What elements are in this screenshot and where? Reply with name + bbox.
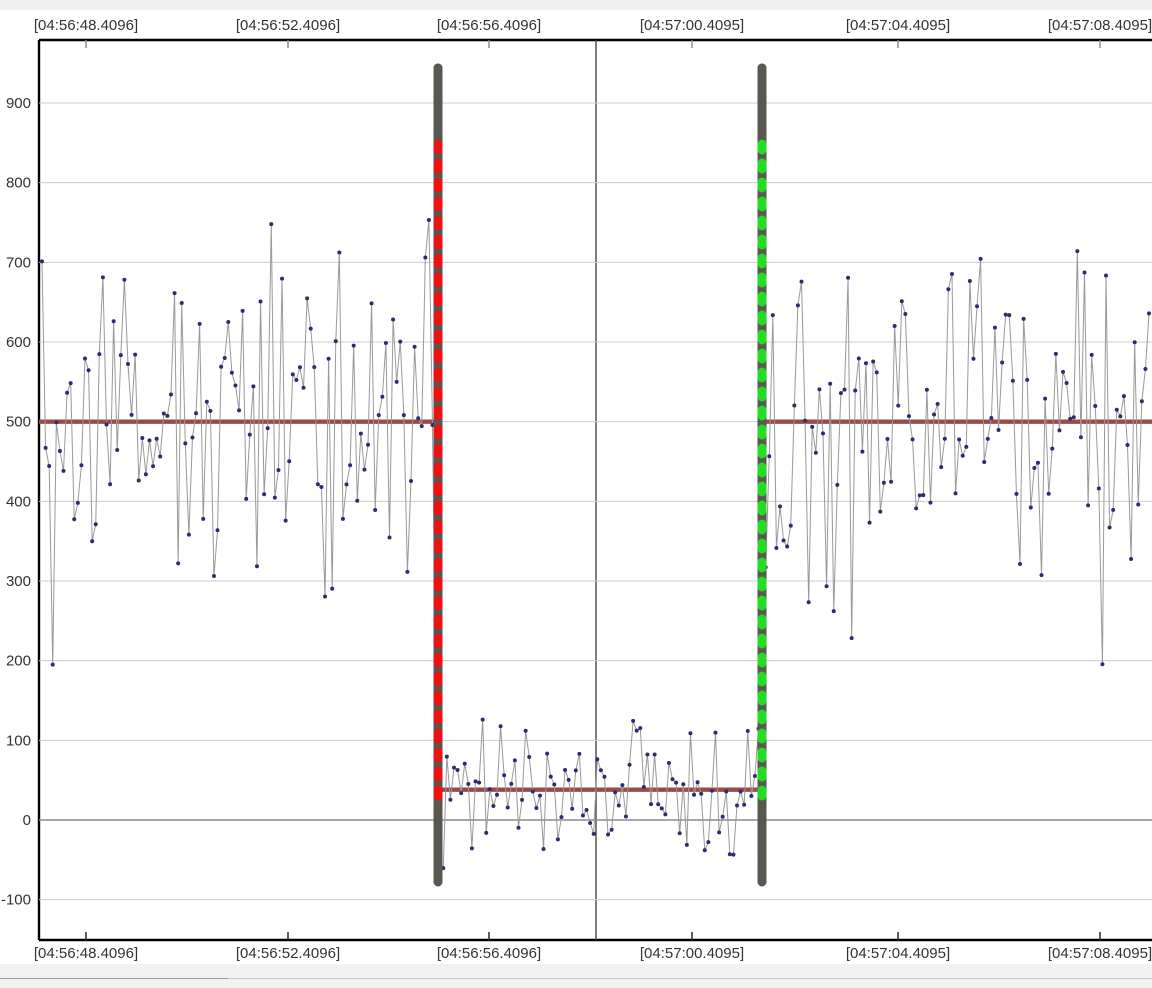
svg-text:[04:56:56.4096]: [04:56:56.4096]	[437, 17, 541, 34]
svg-text:[04:57:00.4095]: [04:57:00.4095]	[640, 17, 744, 34]
svg-text:[04:57:04.4095]: [04:57:04.4095]	[846, 945, 950, 962]
svg-text:[04:56:52.4096]: [04:56:52.4096]	[236, 945, 340, 962]
svg-text:400: 400	[6, 493, 31, 510]
svg-text:700: 700	[6, 254, 31, 271]
svg-text:200: 200	[6, 653, 31, 670]
svg-text:100: 100	[6, 732, 31, 749]
svg-text:[04:56:48.4096]: [04:56:48.4096]	[34, 945, 138, 962]
svg-text:[04:57:08.4095]: [04:57:08.4095]	[1048, 17, 1152, 34]
svg-text:[04:57:00.4095]: [04:57:00.4095]	[640, 945, 744, 962]
svg-text:[04:56:52.4096]: [04:56:52.4096]	[236, 17, 340, 34]
svg-text:0: 0	[23, 812, 31, 829]
svg-text:300: 300	[6, 573, 31, 590]
svg-text:900: 900	[6, 95, 31, 112]
svg-text:-100: -100	[1, 892, 31, 909]
svg-text:[04:56:56.4096]: [04:56:56.4096]	[437, 945, 541, 962]
svg-text:500: 500	[6, 414, 31, 431]
svg-text:[04:56:48.4096]: [04:56:48.4096]	[34, 17, 138, 34]
svg-text:600: 600	[6, 334, 31, 351]
svg-text:[04:57:04.4095]: [04:57:04.4095]	[846, 17, 950, 34]
svg-text:800: 800	[6, 175, 31, 192]
svg-text:[04:57:08.4095]: [04:57:08.4095]	[1048, 945, 1152, 962]
